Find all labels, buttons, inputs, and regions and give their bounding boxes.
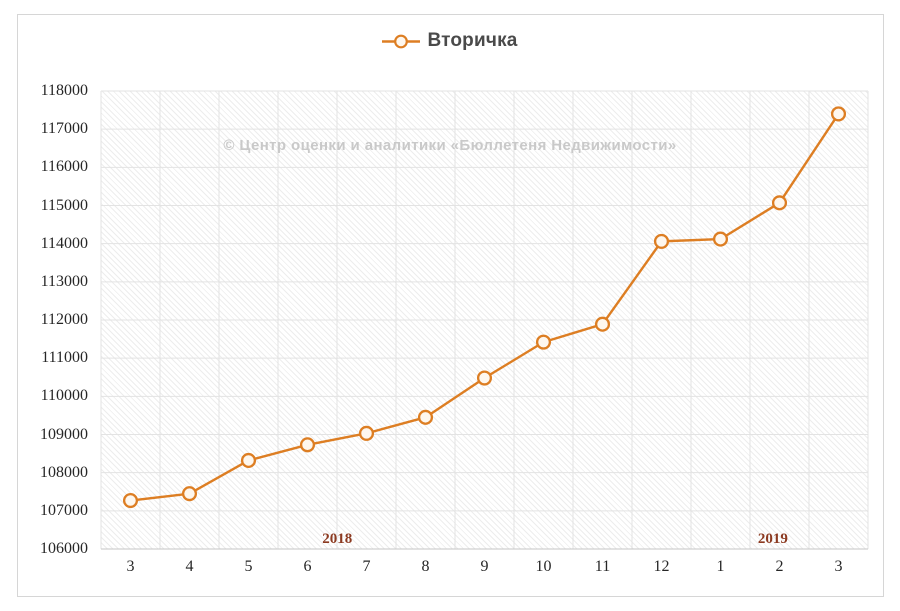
data-point-marker: [181, 486, 198, 502]
data-point-marker: [535, 334, 552, 350]
y-tick-label: 118000: [40, 82, 88, 99]
data-point-marker: [771, 195, 788, 211]
y-tick-label: 111000: [41, 349, 88, 367]
line-chart-canvas: [100, 90, 869, 550]
y-tick-label: 114000: [40, 234, 88, 252]
x-tick-label: 6: [303, 558, 312, 575]
data-point-marker: [358, 425, 375, 441]
data-point-marker: [594, 316, 611, 332]
year-annotation-label: 2019: [757, 531, 788, 547]
x-tick-label: 7: [362, 558, 371, 575]
year-annotation-label: 2018: [322, 531, 353, 547]
data-point-marker: [653, 233, 670, 249]
data-point-marker: [476, 370, 493, 386]
x-tick-label: 8: [421, 558, 430, 575]
y-tick-label: 108000: [40, 463, 88, 481]
x-tick-label: 11: [594, 558, 611, 575]
x-tick-label: 12: [653, 558, 670, 575]
x-tick-label: 5: [244, 558, 253, 575]
y-tick-label: 110000: [40, 387, 88, 405]
series-line: [130, 113, 840, 502]
y-tick-label: 115000: [40, 196, 88, 214]
legend: Вторичка: [0, 30, 900, 52]
data-point-marker: [830, 106, 847, 122]
plot-area: [100, 90, 869, 550]
data-point-marker: [299, 437, 316, 453]
x-tick-label: 9: [480, 558, 489, 575]
watermark-text: © Центр оценки и аналитики «Бюллетеня Не…: [223, 137, 677, 154]
legend-series-label: Вторичка: [427, 30, 518, 51]
data-point-marker: [712, 231, 729, 247]
y-tick-label: 109000: [40, 425, 88, 443]
y-tick-label: 116000: [40, 158, 88, 176]
legend-line-marker-icon: [382, 34, 421, 48]
x-tick-label: 4: [185, 558, 194, 575]
x-tick-label: 10: [535, 558, 552, 575]
x-tick-label: 2: [775, 558, 784, 575]
data-point-marker: [122, 492, 139, 509]
x-tick-label: 1: [716, 558, 725, 575]
y-tick-label: 117000: [40, 120, 88, 138]
y-tick-label: 112000: [40, 311, 88, 328]
y-tick-label: 113000: [40, 272, 88, 290]
y-tick-label: 106000: [40, 540, 88, 557]
y-tick-label: 107000: [40, 501, 88, 519]
data-point-marker: [240, 452, 257, 469]
x-tick-label: 3: [126, 558, 135, 575]
data-point-marker: [417, 409, 434, 425]
x-tick-label: 3: [834, 558, 843, 575]
